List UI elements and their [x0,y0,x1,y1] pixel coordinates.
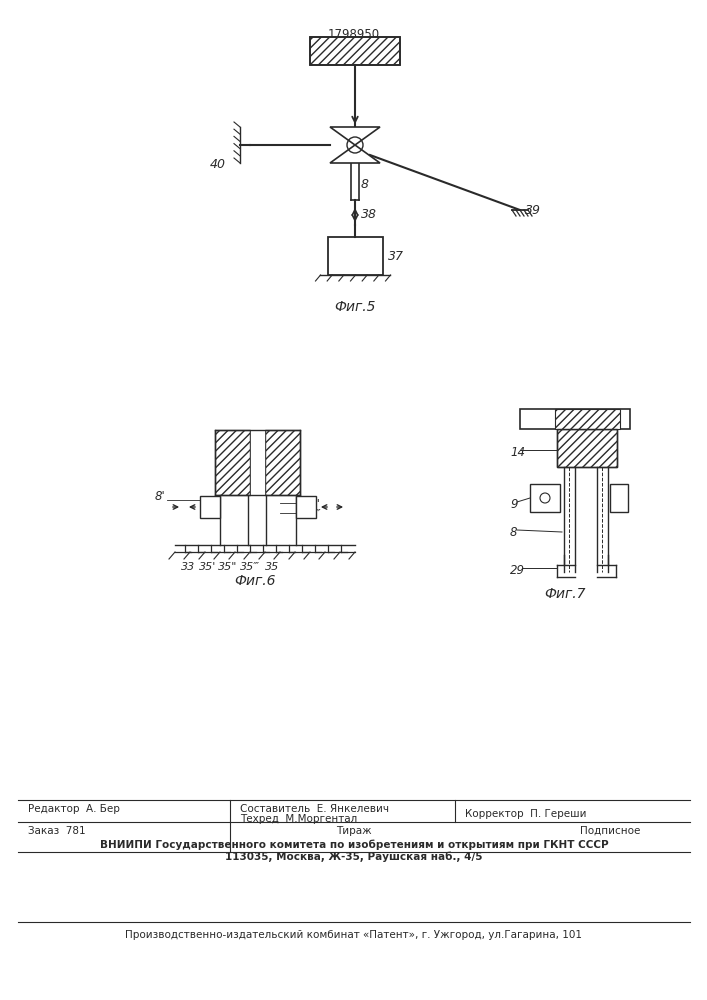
Text: 14: 14 [510,446,525,458]
Bar [250,430,265,495]
Bar [557,429,617,467]
Polygon shape [330,127,380,163]
Text: 40: 40 [210,158,226,172]
Text: Составитель  Е. Янкелевич: Составитель Е. Янкелевич [240,804,389,814]
Text: 37: 37 [388,249,404,262]
Text: Фиг.7: Фиг.7 [544,587,586,601]
Text: Заказ  781: Заказ 781 [28,826,86,836]
Bar [265,430,300,495]
Text: 8: 8 [361,178,369,192]
Text: 35‴: 35‴ [240,562,260,572]
Text: 9: 9 [510,497,518,510]
Text: 113035, Москва, Ж-35, Раушская наб., 4/5: 113035, Москва, Ж-35, Раушская наб., 4/5 [226,852,483,862]
Bar [310,37,400,65]
Text: Фиг.5: Фиг.5 [334,300,375,314]
Text: Подписное: Подписное [580,826,641,836]
Text: 35: 35 [265,562,279,572]
Text: 29: 29 [510,564,525,576]
Text: Тираж: Тираж [337,826,372,836]
Text: 38: 38 [361,209,377,222]
Text: Корректор  П. Гереши: Корректор П. Гереши [465,809,587,819]
Text: 39: 39 [525,204,541,217]
Text: 33: 33 [181,562,195,572]
Bar [296,496,316,518]
Bar [610,484,628,512]
Text: 8‴: 8‴ [308,508,322,522]
Text: Фиг.6: Фиг.6 [234,574,276,588]
Bar [328,237,383,275]
Text: Техред  М.Моргентал: Техред М.Моргентал [240,814,357,824]
Text: Производственно-издательский комбинат «Патент», г. Ужгород, ул.Гагарина, 101: Производственно-издательский комбинат «П… [126,930,583,940]
Text: 8': 8' [154,489,165,502]
Text: 1798950: 1798950 [328,28,380,41]
Bar [530,484,560,512]
Bar [215,430,250,495]
Text: 35': 35' [199,562,216,572]
Bar [555,409,620,429]
Text: Редактор  А. Бер: Редактор А. Бер [28,804,120,814]
Bar [200,496,220,518]
Bar [557,429,617,467]
Text: ВНИИПИ Государственного комитета по изобретениям и открытиям при ГКНТ СССР: ВНИИПИ Государственного комитета по изоб… [100,840,608,850]
Text: 8": 8" [308,498,321,512]
Bar [310,37,400,65]
Text: 8: 8 [510,526,518,538]
Text: 35": 35" [218,562,238,572]
Bar [520,409,630,429]
